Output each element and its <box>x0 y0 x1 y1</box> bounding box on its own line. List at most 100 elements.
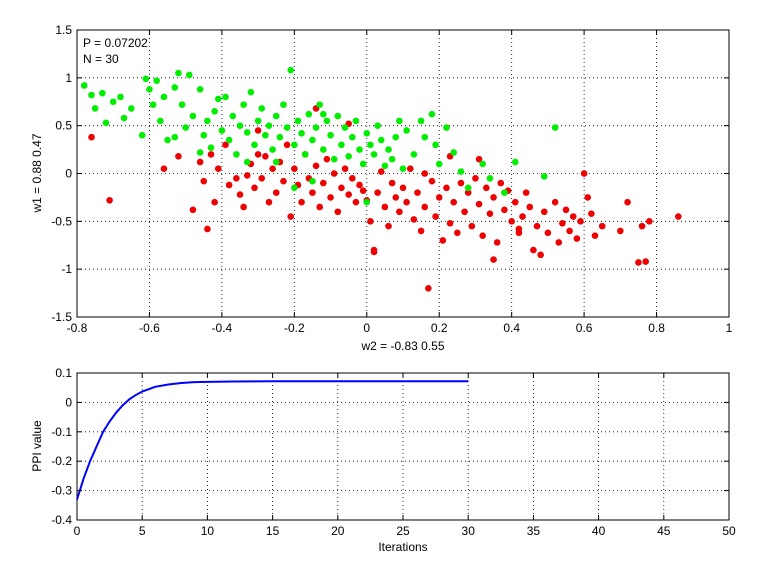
green-data-point <box>540 173 548 180</box>
green-data-point <box>338 141 345 149</box>
red-data-point <box>106 196 113 204</box>
red-data-point <box>265 198 273 206</box>
red-data-point <box>160 165 168 173</box>
line-grid <box>77 373 729 520</box>
green-data-point <box>352 117 360 125</box>
red-data-point <box>566 227 573 235</box>
red-data-point <box>320 179 327 187</box>
green-data-point <box>200 131 208 139</box>
red-data-point <box>642 258 649 265</box>
green-data-point <box>374 122 381 129</box>
green-data-point <box>464 184 472 192</box>
green-data-point <box>236 122 244 129</box>
red-data-point <box>674 213 682 220</box>
green-data-point <box>218 127 226 134</box>
green-data-point <box>334 112 342 120</box>
red-data-point <box>417 227 425 235</box>
red-data-point <box>254 127 262 134</box>
green-data-point <box>486 174 494 182</box>
red-data-point <box>526 203 534 211</box>
green-data-point <box>251 141 258 149</box>
green-data-point <box>164 136 171 144</box>
green-data-point <box>551 124 559 131</box>
red-data-point <box>240 203 247 211</box>
red-data-point <box>211 198 218 206</box>
line-x-tick-label: 5 <box>139 524 146 538</box>
green-data-point <box>330 155 338 163</box>
line-x-tick-label: 10 <box>201 524 215 538</box>
green-data-point <box>316 101 323 108</box>
scatter-y-axis-label: w1 = 0.88 0.47 <box>30 133 44 213</box>
red-data-point <box>559 219 566 227</box>
red-data-point <box>406 165 414 173</box>
green-data-point <box>359 160 367 168</box>
red-data-point <box>555 239 563 246</box>
green-data-point <box>443 124 450 131</box>
green-data-point <box>511 158 519 166</box>
red-data-point <box>236 191 244 198</box>
red-data-point <box>323 155 331 163</box>
line-x-axis-label: Iterations <box>378 540 427 554</box>
red-data-point <box>540 208 548 216</box>
red-data-point <box>175 152 182 160</box>
green-data-point <box>196 149 204 156</box>
scatter-y-tick-label: 0 <box>65 167 72 181</box>
red-data-point <box>624 198 631 206</box>
green-data-point <box>142 75 150 83</box>
scatter-y-tick-label: 1.5 <box>55 23 72 37</box>
green-data-point <box>287 66 295 74</box>
red-data-point <box>591 232 599 239</box>
line-y-tick-label: -0.4 <box>51 513 72 527</box>
red-data-point <box>338 184 345 192</box>
green-data-point <box>182 124 189 131</box>
green-data-point <box>171 84 179 91</box>
green-data-point <box>243 129 251 136</box>
green-data-point <box>385 146 392 153</box>
green-data-point <box>283 124 291 131</box>
red-data-point <box>522 189 530 196</box>
scatter-x-tick-label: -0.8 <box>67 321 88 335</box>
red-data-point <box>316 203 323 211</box>
line-y-axis-label: PPI value <box>30 420 44 472</box>
red-data-point <box>486 210 494 217</box>
red-data-point <box>356 181 363 189</box>
green-data-point <box>320 146 327 153</box>
green-data-point <box>102 119 110 127</box>
green-data-point <box>185 71 193 79</box>
green-data-point <box>381 162 389 170</box>
red-data-point <box>490 194 497 201</box>
red-data-point <box>352 198 360 206</box>
green-data-point <box>428 110 436 118</box>
scatter-x-tick-label: 0.6 <box>576 321 593 335</box>
line-y-tick-label: 0.1 <box>55 366 72 380</box>
red-data-point <box>461 208 468 216</box>
green-data-point <box>320 110 327 118</box>
red-data-point <box>374 189 381 196</box>
green-data-point <box>146 86 153 93</box>
green-data-point <box>80 82 88 89</box>
red-data-point <box>617 227 624 235</box>
green-data-point <box>262 131 269 139</box>
scatter-y-tick-label: -1.5 <box>51 310 72 324</box>
green-data-point <box>207 144 215 151</box>
green-data-point <box>160 93 168 101</box>
scatter-x-tick-label: 0.4 <box>503 321 520 335</box>
green-data-point <box>301 151 309 158</box>
line-x-tick-label: 45 <box>657 524 671 538</box>
line-x-tick-label: 40 <box>592 524 606 538</box>
red-data-point <box>258 174 266 182</box>
green-data-point <box>291 184 298 192</box>
green-data-point <box>269 146 276 153</box>
green-data-point <box>211 108 218 115</box>
annotation-n-value: N = 30 <box>83 52 119 66</box>
green-data-point <box>403 127 410 134</box>
green-data-point <box>120 114 128 122</box>
red-data-point <box>204 225 211 233</box>
green-data-point <box>153 77 160 85</box>
green-data-point <box>421 133 429 141</box>
green-data-point <box>88 91 95 99</box>
line-x-tick-label: 20 <box>331 524 345 538</box>
red-data-point <box>251 184 258 192</box>
red-data-point <box>341 165 349 173</box>
